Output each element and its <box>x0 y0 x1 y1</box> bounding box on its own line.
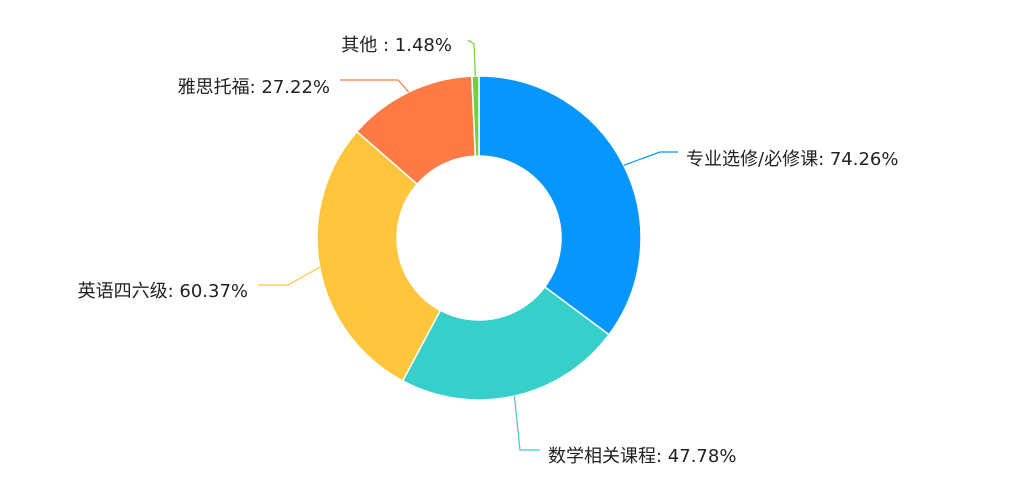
slice-group <box>316 75 642 401</box>
donut-slice-3[interactable] <box>316 130 442 382</box>
leader-line-4 <box>340 79 410 93</box>
label-group: 专业选修/必修课: 74.26% 数学相关课程: 47.78% 英语四六级: 60.… <box>78 35 899 467</box>
slice-label-2: 数学相关课程: 47.78% <box>548 446 736 467</box>
slice-label-4: 雅思托福: 27.22% <box>178 77 330 98</box>
slice-label-5: 其他 : 1.48% <box>341 35 452 56</box>
leader-line-group <box>258 39 678 451</box>
donut-slice-1[interactable] <box>478 75 642 336</box>
leader-line-2 <box>513 396 540 451</box>
donut-slice-2[interactable] <box>401 285 611 401</box>
leader-line-3 <box>258 266 320 286</box>
donut-slice-5[interactable] <box>471 75 480 157</box>
slice-label-1: 专业选修/必修课: 74.26% <box>686 149 898 170</box>
slice-label-3: 英语四六级: 60.37% <box>78 281 248 302</box>
leader-line-1 <box>623 151 678 166</box>
leader-line-5 <box>467 39 477 77</box>
